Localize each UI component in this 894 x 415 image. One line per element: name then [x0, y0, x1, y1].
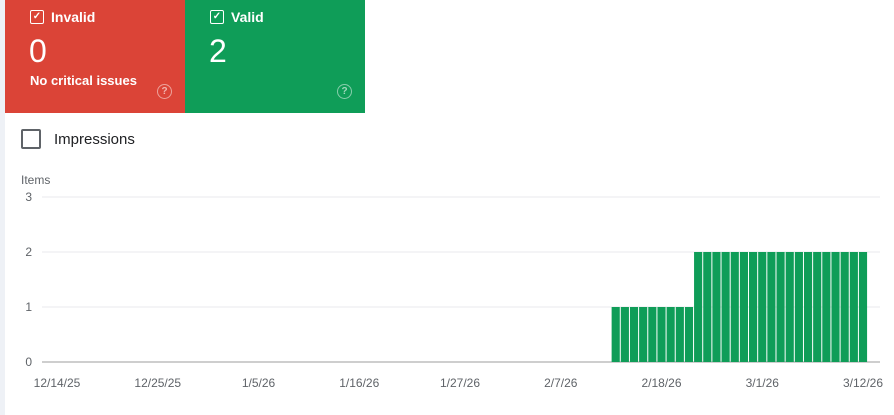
bar[interactable] [794, 252, 803, 362]
y-tick-label: 2 [25, 245, 32, 259]
bar[interactable] [611, 307, 620, 362]
y-tick-label: 1 [25, 300, 32, 314]
bar[interactable] [639, 307, 648, 362]
x-tick-label: 3/12/26 [843, 376, 883, 390]
impressions-checkbox[interactable] [21, 129, 41, 149]
x-tick-label: 2/18/26 [641, 376, 681, 390]
help-icon[interactable]: ? [337, 84, 352, 99]
bar[interactable] [776, 252, 785, 362]
bar[interactable] [675, 307, 684, 362]
bar[interactable] [749, 252, 758, 362]
bar[interactable] [831, 252, 840, 362]
y-axis-label: Items [21, 173, 50, 187]
bar[interactable] [648, 307, 657, 362]
bar[interactable] [803, 252, 813, 362]
x-tick-label: 1/16/26 [339, 376, 379, 390]
impressions-toggle[interactable]: Impressions [21, 129, 135, 149]
x-tick-label: 12/25/25 [134, 376, 181, 390]
bar[interactable] [721, 252, 730, 362]
bar[interactable] [666, 307, 675, 362]
bar[interactable] [849, 252, 858, 362]
bar[interactable] [739, 252, 749, 362]
y-tick-label: 0 [25, 355, 32, 369]
invalid-subtitle: No critical issues [30, 73, 137, 88]
invalid-checkbox[interactable]: ✓ [30, 10, 44, 24]
bar[interactable] [684, 307, 694, 362]
bar[interactable] [785, 252, 794, 362]
bar[interactable] [712, 252, 721, 362]
bar[interactable] [703, 252, 712, 362]
items-chart: Items 0 1 2 3 12/14/25 12/25/25 1/5/26 1/16/26 1… [21, 173, 883, 390]
impressions-label: Impressions [54, 130, 135, 148]
left-strip [0, 0, 5, 415]
bar[interactable] [629, 307, 639, 362]
x-tick-label: 2/7/26 [544, 376, 578, 390]
x-tick-label: 12/14/25 [34, 376, 81, 390]
valid-label: Valid [231, 9, 264, 25]
invalid-count: 0 [29, 33, 47, 69]
invalid-card[interactable]: ✓ Invalid 0 No critical issues ? [5, 0, 185, 113]
valid-count: 2 [209, 33, 227, 69]
bar[interactable] [840, 252, 849, 362]
bar[interactable] [657, 307, 666, 362]
x-tick-label: 1/5/26 [242, 376, 276, 390]
bar[interactable] [858, 252, 868, 362]
valid-checkbox[interactable]: ✓ [210, 10, 224, 24]
bar[interactable] [694, 252, 703, 362]
invalid-label: Invalid [51, 9, 96, 25]
bar[interactable] [767, 252, 776, 362]
bar[interactable] [813, 252, 822, 362]
x-tick-label: 1/27/26 [440, 376, 480, 390]
bar[interactable] [822, 252, 831, 362]
bar[interactable] [730, 252, 739, 362]
bar[interactable] [758, 252, 767, 362]
bar[interactable] [620, 307, 629, 362]
valid-card[interactable]: ✓ Valid 2 ? [185, 0, 365, 113]
y-tick-label: 3 [25, 190, 32, 204]
x-tick-label: 3/1/26 [746, 376, 780, 390]
help-icon[interactable]: ? [157, 84, 172, 99]
